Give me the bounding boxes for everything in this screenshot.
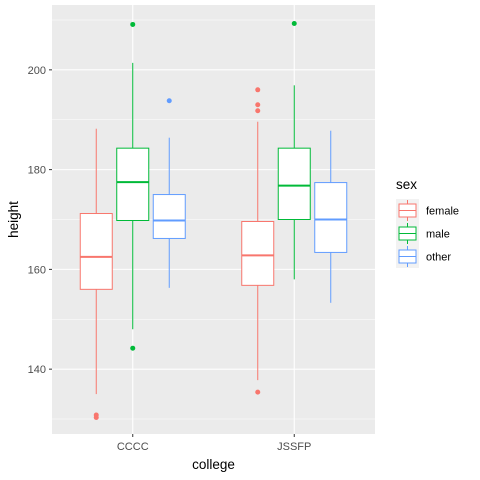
box-female-cccc-outlier: [93, 412, 99, 418]
y-tick-label: 160: [28, 264, 46, 276]
y-axis-title: height: [6, 201, 21, 238]
box-female-cccc-box: [79, 213, 113, 290]
box-female-jssfp-outlier: [255, 102, 261, 108]
x-tick-label: CCCC: [117, 441, 149, 453]
box-male-cccc-outlier: [130, 345, 136, 351]
box-other-jssfp-box: [314, 182, 348, 253]
box-other-cccc-outlier: [166, 98, 172, 104]
box-male-cccc-box: [116, 147, 150, 221]
y-tick-label: 180: [28, 165, 46, 177]
x-tick-label: JSSFP: [277, 441, 311, 453]
y-tick-label: 200: [28, 65, 46, 77]
x-axis-title: college: [192, 457, 235, 472]
legend-label-other: other: [426, 252, 451, 264]
box-female-jssfp-outlier: [255, 87, 261, 93]
y-tick-label: 140: [28, 364, 46, 376]
box-other-cccc-box: [152, 194, 186, 239]
legend-label-male: male: [426, 229, 450, 241]
box-female-jssfp-outlier: [255, 389, 261, 395]
box-female-jssfp-box: [241, 220, 275, 286]
box-male-jssfp-outlier: [291, 20, 297, 26]
box-male-jssfp-box: [277, 147, 311, 220]
box-female-jssfp-outlier: [255, 108, 261, 114]
box-male-cccc-outlier: [130, 21, 136, 27]
legend-title: sex: [396, 177, 417, 192]
legend-label-female: female: [426, 206, 459, 218]
